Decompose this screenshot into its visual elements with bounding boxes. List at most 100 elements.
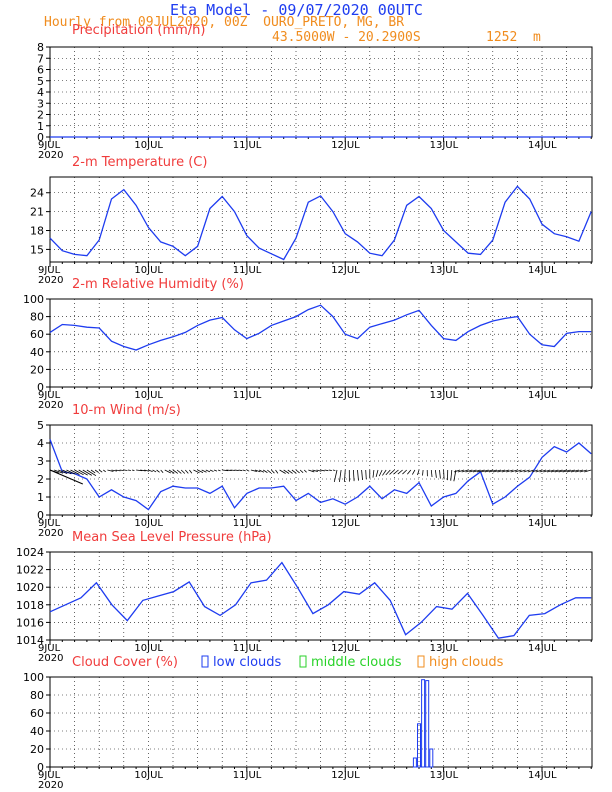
wind-arrow xyxy=(222,469,229,472)
wind-arrow xyxy=(575,469,584,473)
wind-arrow xyxy=(472,469,481,473)
wind-arrow xyxy=(267,469,272,474)
y-tick-label: 1014 xyxy=(16,634,44,647)
y-tick-label: 5 xyxy=(37,75,44,88)
y-tick-label: 0 xyxy=(37,131,44,144)
wind-arrow xyxy=(493,469,502,473)
series-line-mslp xyxy=(49,561,592,639)
wind-arrow xyxy=(193,469,200,474)
wind-arrow xyxy=(365,469,367,480)
wind-arrow xyxy=(514,469,522,473)
series-line-relative_humidity xyxy=(49,304,592,351)
wind-arrow xyxy=(562,469,571,473)
y-tick-label: 40 xyxy=(30,725,44,738)
wind-arrow xyxy=(443,469,445,480)
x-tick-label: 12JUL xyxy=(331,518,360,529)
cloud-legend: low clouds middle clouds high clouds xyxy=(201,655,504,670)
y-tick-label: 40 xyxy=(30,346,44,359)
x-tick-label: 14JUL xyxy=(528,643,557,654)
wind-arrow xyxy=(320,469,325,472)
y-tick-label: 3 xyxy=(37,97,44,110)
wind-arrow xyxy=(164,469,171,474)
wind-arrow xyxy=(242,469,246,472)
y-tick-label: 20 xyxy=(30,363,44,376)
wind-arrow xyxy=(465,469,473,473)
wind-arrow xyxy=(62,469,72,475)
chart-title: Eta Model - 09/07/2020 00UTC xyxy=(170,1,423,19)
x-tick-label: 14JUL xyxy=(528,518,557,529)
y-tick-label: 60 xyxy=(30,707,44,720)
wind-arrow xyxy=(385,469,391,476)
wind-arrow xyxy=(90,469,96,474)
wind-arrow xyxy=(584,469,592,473)
wind-arrow xyxy=(543,469,551,473)
wind-arrow xyxy=(70,469,80,475)
wind-arrow xyxy=(217,469,221,472)
wind-arrow xyxy=(510,469,518,473)
wind-arrow xyxy=(501,469,510,473)
x-tick-label: 10JUL xyxy=(134,770,163,781)
wind-arrow xyxy=(172,469,179,474)
legend-label: low clouds xyxy=(213,655,282,670)
cloud-bar xyxy=(425,680,430,768)
x-tick-label: 11JUL xyxy=(233,265,262,276)
wind-arrow xyxy=(49,469,83,485)
y-tick-label: 2 xyxy=(37,473,44,486)
wind-arrow xyxy=(389,469,395,475)
wind-arrow xyxy=(299,469,304,473)
location-elevation: 1252 m xyxy=(486,30,541,45)
wind-arrow xyxy=(407,469,412,475)
y-tick-label: 0 xyxy=(37,381,44,394)
wind-arrow xyxy=(519,469,526,473)
wind-arrow xyxy=(480,469,489,473)
wind-arrow xyxy=(328,469,332,471)
wind-arrow xyxy=(412,469,416,475)
y-tick-label: 4 xyxy=(37,86,44,99)
legend-swatch xyxy=(299,655,307,668)
wind-arrow xyxy=(254,469,261,473)
wind-arrow xyxy=(316,469,322,472)
wind-arrow xyxy=(226,469,232,471)
wind-arrow xyxy=(275,469,279,474)
wind-arrow xyxy=(78,469,88,476)
x-tick-label: 11JUL xyxy=(233,390,262,401)
wind-arrow xyxy=(205,469,211,473)
x-tick-label: 14JUL xyxy=(528,265,557,276)
wind-arrow xyxy=(74,469,84,476)
y-tick-label: 0 xyxy=(37,761,44,774)
wind-arrow xyxy=(579,469,588,473)
wind-arrow xyxy=(107,469,114,472)
wind-arrow xyxy=(189,469,193,474)
x-year-label: 2020 xyxy=(38,528,63,539)
y-tick-label: 8 xyxy=(37,41,44,54)
x-tick-label: 12JUL xyxy=(331,770,360,781)
x-tick-label: 12JUL xyxy=(331,265,360,276)
wind-arrow xyxy=(58,469,68,474)
wind-arrow xyxy=(131,469,135,471)
wind-arrow xyxy=(506,469,514,473)
x-tick-label: 9JUL xyxy=(38,518,61,529)
wind-arrow xyxy=(66,469,76,475)
panel-title: Cloud Cover (%) xyxy=(72,655,178,670)
wind-arrow xyxy=(287,469,293,474)
wind-arrow xyxy=(422,469,424,476)
wind-arrow xyxy=(279,469,286,474)
wind-arrow xyxy=(566,469,575,473)
cloud-bar xyxy=(429,748,434,768)
wind-arrow xyxy=(539,469,547,473)
wind-arrow xyxy=(554,469,563,473)
y-tick-label: 1016 xyxy=(16,616,44,629)
wind-arrow xyxy=(450,469,453,481)
wind-arrow xyxy=(333,469,338,483)
y-tick-label: 21 xyxy=(30,206,44,219)
wind-arrow xyxy=(484,469,493,473)
wind-arrow xyxy=(185,469,189,474)
x-tick-label: 13JUL xyxy=(430,518,459,529)
wind-arrow xyxy=(523,469,530,473)
wind-arrow xyxy=(156,469,160,473)
x-tick-label: 10JUL xyxy=(134,140,163,151)
wind-arrow xyxy=(250,469,257,472)
legend-label: high clouds xyxy=(429,655,504,670)
